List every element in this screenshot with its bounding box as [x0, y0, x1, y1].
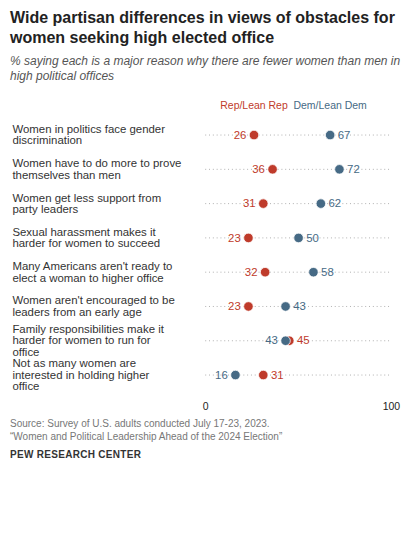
svg-text:Family responsibilities make i: Family responsibilities make itharder fo… [12, 323, 164, 358]
svg-text:Rep/Lean Rep: Rep/Lean Rep [220, 100, 288, 111]
svg-text:Many Americans aren't ready to: Many Americans aren't ready toelect a wo… [12, 260, 172, 283]
svg-text:45: 45 [297, 334, 310, 346]
svg-text:72: 72 [347, 163, 360, 175]
html-text:% saying each is a major reaso: % saying each is a major reason why ther… [10, 54, 401, 83]
svg-text:Women aren't encouraged to bel: Women aren't encouraged to beleaders fro… [12, 294, 174, 317]
html-text:Source: Survey of U.S. adults: Source: Survey of U.S. adults conducted … [10, 417, 270, 429]
svg-text:58: 58 [321, 266, 334, 278]
html-text:“Women and Political Leadershi: “Women and Political Leadership Ahead of… [10, 430, 283, 442]
svg-text:31: 31 [243, 197, 256, 209]
svg-text:Women have to do more to prove: Women have to do more to provethemselves… [12, 157, 181, 180]
svg-text:36: 36 [252, 163, 265, 175]
svg-text:43: 43 [293, 300, 306, 312]
svg-text:Not as many women areintereste: Not as many women areinterested in holdi… [12, 357, 149, 392]
html-text:PEW RESEARCH CENTER: PEW RESEARCH CENTER [10, 448, 142, 460]
svg-text:0: 0 [203, 401, 209, 412]
svg-text:23: 23 [228, 300, 241, 312]
svg-text:62: 62 [328, 197, 341, 209]
html-text:Wide partisan differences in v: Wide partisan differences in views of ob… [10, 9, 395, 46]
svg-text:32: 32 [245, 266, 258, 278]
svg-text:31: 31 [271, 369, 284, 381]
svg-text:Sexual harassment makes ithard: Sexual harassment makes itharder for wom… [12, 226, 160, 249]
svg-text:Women get less support frompar: Women get less support fromparty leaders [12, 192, 161, 215]
svg-text:43: 43 [265, 334, 278, 346]
svg-text:16: 16 [215, 369, 228, 381]
svg-text:100: 100 [383, 401, 401, 412]
svg-text:26: 26 [234, 129, 247, 141]
svg-text:67: 67 [338, 129, 351, 141]
svg-text:Women in politics face genderd: Women in politics face genderdiscriminat… [12, 123, 165, 146]
svg-text:50: 50 [306, 232, 319, 244]
svg-text:23: 23 [228, 232, 241, 244]
svg-text:Dem/Lean Dem: Dem/Lean Dem [293, 100, 367, 111]
